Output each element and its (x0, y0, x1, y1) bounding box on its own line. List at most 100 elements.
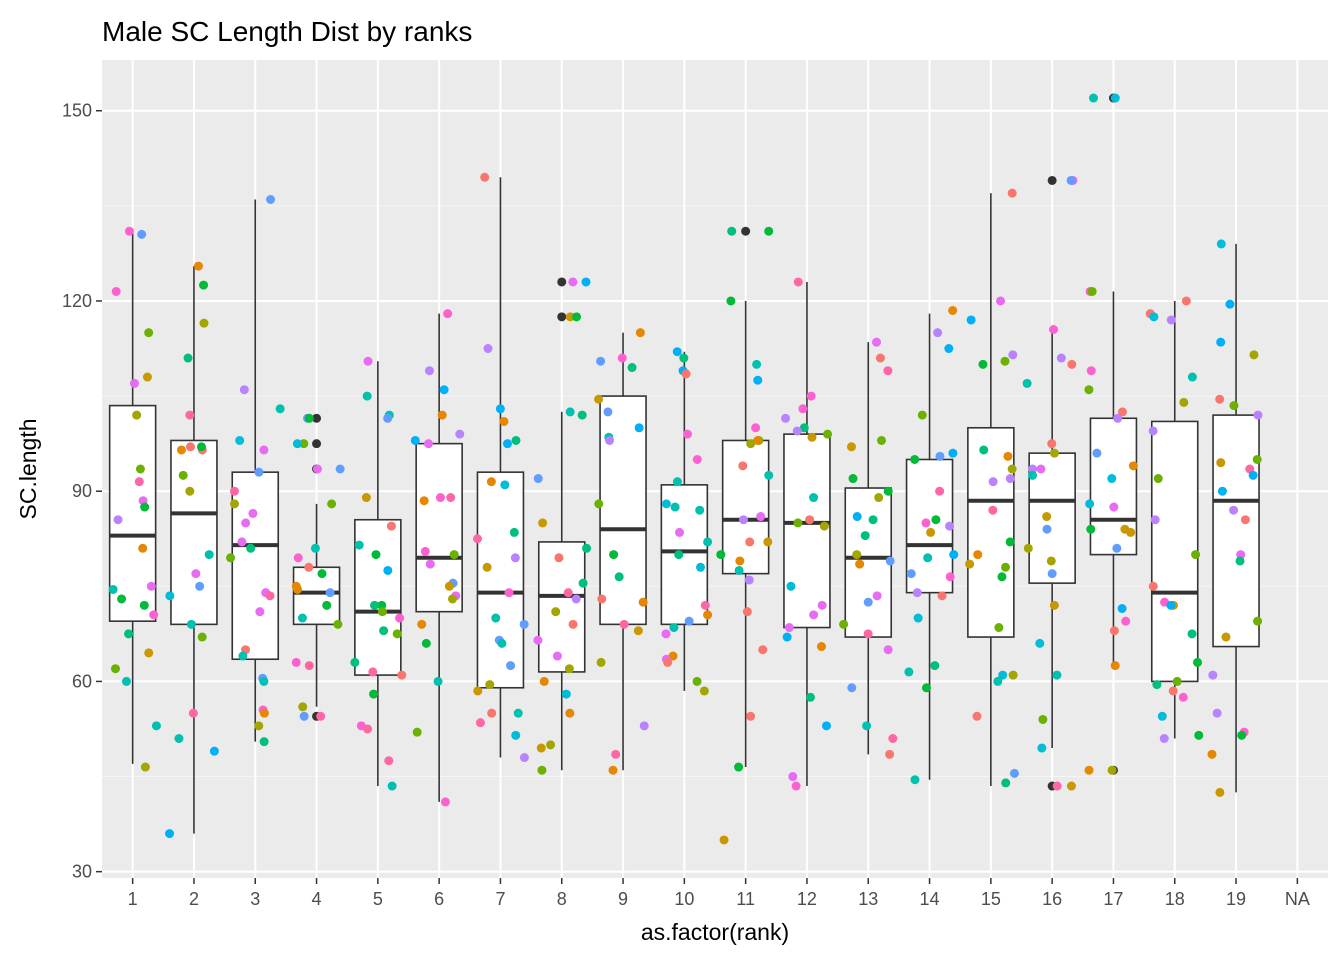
data-point (1001, 562, 1011, 572)
data-point (1049, 600, 1059, 610)
x-tick-label: 14 (920, 889, 940, 909)
data-point (144, 328, 154, 338)
x-tick-label: 15 (981, 889, 1001, 909)
data-point (1216, 337, 1226, 347)
outlier-point (1047, 175, 1057, 185)
data-point (554, 553, 564, 563)
data-point (1240, 515, 1250, 525)
x-tick-label: 10 (674, 889, 694, 909)
data-point (561, 689, 571, 699)
y-tick-label: 30 (72, 862, 92, 882)
data-point (716, 550, 726, 560)
x-tick-label: 5 (373, 889, 383, 909)
boxplot-8 (537, 277, 586, 771)
data-point (188, 708, 198, 718)
data-point (165, 829, 175, 839)
data-point (1000, 356, 1010, 366)
data-point (596, 356, 606, 366)
data-point (519, 619, 529, 629)
data-point (254, 721, 264, 731)
data-point (443, 309, 453, 319)
data-point (533, 474, 543, 484)
data-point (564, 664, 574, 674)
data-point (1229, 505, 1239, 515)
data-point (185, 486, 195, 496)
data-point (259, 445, 269, 455)
data-point (473, 534, 483, 544)
box (905, 458, 954, 594)
data-point (386, 521, 396, 531)
data-point (571, 594, 581, 604)
data-point (1216, 458, 1226, 468)
data-point (700, 600, 710, 610)
data-point (877, 435, 887, 445)
data-point (1107, 474, 1117, 484)
x-tick-label: 1 (128, 889, 138, 909)
data-point (199, 318, 209, 328)
data-point (193, 261, 203, 271)
data-point (322, 600, 332, 610)
data-point (1253, 616, 1263, 626)
data-point (146, 581, 156, 591)
data-point (519, 753, 529, 763)
box (537, 541, 586, 673)
data-point (751, 423, 761, 433)
data-point (906, 569, 916, 579)
data-point (1191, 550, 1201, 560)
data-point (605, 435, 615, 445)
data-point (165, 591, 175, 601)
data-point (634, 423, 644, 433)
data-point (781, 413, 791, 423)
box (1150, 420, 1199, 683)
boxplot-7 (476, 177, 525, 758)
data-point (681, 369, 691, 379)
data-point (510, 553, 520, 563)
data-point (798, 404, 808, 414)
data-point (437, 410, 447, 420)
data-point (1049, 448, 1059, 458)
data-point (412, 727, 422, 737)
outlier-point (741, 226, 751, 236)
data-point (945, 521, 955, 531)
data-point (1248, 470, 1258, 480)
data-point (792, 426, 802, 436)
data-point (293, 553, 303, 563)
data-point (1181, 296, 1191, 306)
data-point (805, 515, 815, 525)
jitter-points (108, 93, 1263, 845)
data-point (425, 559, 435, 569)
data-point (692, 676, 702, 686)
data-point (1023, 543, 1033, 553)
y-tick-label: 60 (72, 671, 92, 691)
data-point (229, 486, 239, 496)
data-point (746, 439, 756, 449)
data-point (661, 629, 671, 639)
data-point (110, 664, 120, 674)
data-point (998, 670, 1008, 680)
data-point (996, 296, 1006, 306)
data-point (350, 657, 360, 667)
data-point (424, 366, 434, 376)
data-point (423, 439, 433, 449)
data-point (144, 648, 154, 658)
data-point (885, 749, 895, 759)
data-point (1237, 730, 1247, 740)
data-point (603, 407, 613, 417)
data-point (948, 305, 958, 315)
data-point (1046, 556, 1056, 566)
data-point (1085, 499, 1095, 509)
box (844, 487, 893, 638)
data-point (852, 550, 862, 560)
data-point (483, 344, 493, 354)
data-point (1149, 312, 1159, 322)
data-point (368, 667, 378, 677)
data-point (738, 461, 748, 471)
x-tick-label: 4 (312, 889, 322, 909)
data-point (446, 493, 456, 503)
data-point (672, 347, 682, 357)
data-point (1084, 765, 1094, 775)
data-point (875, 353, 885, 363)
data-point (475, 718, 485, 728)
data-point (149, 610, 159, 620)
